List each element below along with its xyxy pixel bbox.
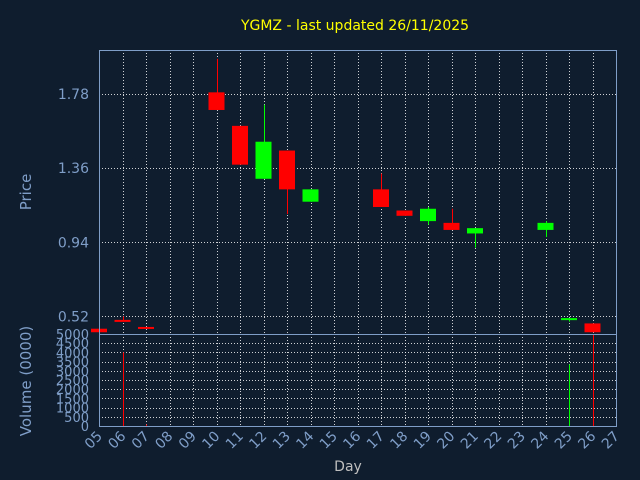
x-tick-label: 15 xyxy=(317,429,341,453)
x-tick-label: 06 xyxy=(105,428,129,452)
x-tick-label: 08 xyxy=(152,429,176,453)
volume-tick-label: 4000 xyxy=(56,346,89,361)
x-tick-label: 19 xyxy=(411,429,435,453)
candle-body xyxy=(114,319,131,322)
volume-tick-label: 2000 xyxy=(56,383,89,398)
price-tick-label: 0.94 xyxy=(58,235,89,251)
x-tick-label: 21 xyxy=(458,429,482,453)
price-tick-label: 1.36 xyxy=(58,161,89,177)
chart-title: YGMZ - last updated 26/11/2025 xyxy=(240,18,469,34)
candle-body xyxy=(537,222,554,230)
candle-body xyxy=(232,125,248,165)
volume-tick-label: 4500 xyxy=(56,337,89,352)
chart-marks xyxy=(91,58,601,426)
x-tick-label: 20 xyxy=(434,429,458,453)
x-tick-label: 24 xyxy=(528,428,552,452)
candle-body xyxy=(443,222,460,230)
volume-tick-label: 1000 xyxy=(56,402,89,417)
plot-frames xyxy=(99,50,617,427)
candle-body xyxy=(396,210,413,216)
x-tick-label: 12 xyxy=(246,429,270,453)
price-panel-frame xyxy=(99,50,617,335)
grid-lines xyxy=(99,50,616,426)
x-tick-label: 11 xyxy=(223,429,247,453)
x-tick-label: 14 xyxy=(293,428,317,452)
volume-tick-label: 1500 xyxy=(56,392,89,407)
candle-body xyxy=(302,189,319,202)
x-tick-label: 09 xyxy=(176,429,200,453)
volume-tick-label: 5000 xyxy=(56,328,89,343)
x-tick-label: 23 xyxy=(505,429,529,453)
volume-tick-label: 0 xyxy=(81,420,89,435)
volume-panel-frame xyxy=(99,334,617,427)
candle-body xyxy=(208,92,225,110)
candle-body xyxy=(584,323,601,333)
volume-tick-label: 3500 xyxy=(56,356,89,371)
price-tick-label: 0.52 xyxy=(58,309,89,325)
candle-body xyxy=(467,228,483,234)
x-axis-label: Day xyxy=(334,459,362,475)
price-tick-label: 1.78 xyxy=(58,87,89,103)
x-tick-label: 25 xyxy=(552,429,576,453)
volume-tick-label: 500 xyxy=(64,411,89,426)
x-tick-label: 17 xyxy=(364,429,388,453)
x-tick-label: 22 xyxy=(481,429,505,453)
tick-labels: 0.52 0.94 1.36 1.78 050010001500200025003000… xyxy=(56,87,623,452)
x-tick-label: 26 xyxy=(575,428,599,452)
price-axis-label: Price xyxy=(17,174,35,211)
x-tick-label: 07 xyxy=(129,429,153,453)
x-tick-label: 27 xyxy=(599,429,623,453)
x-tick-label: 10 xyxy=(199,429,223,453)
volume-axis-label: Volume (0000) xyxy=(17,326,35,436)
candle-body xyxy=(138,326,154,329)
candle-body xyxy=(279,150,295,190)
candle-body xyxy=(561,318,577,321)
x-tick-label: 16 xyxy=(340,428,364,452)
x-tick-label: 18 xyxy=(387,429,411,453)
candle-body xyxy=(420,208,436,222)
candle-body xyxy=(255,141,272,179)
x-tick-label: 13 xyxy=(270,429,294,453)
volume-tick-label: 3000 xyxy=(56,365,89,380)
volume-tick-label: 2500 xyxy=(56,374,89,389)
candle-body xyxy=(373,189,389,207)
